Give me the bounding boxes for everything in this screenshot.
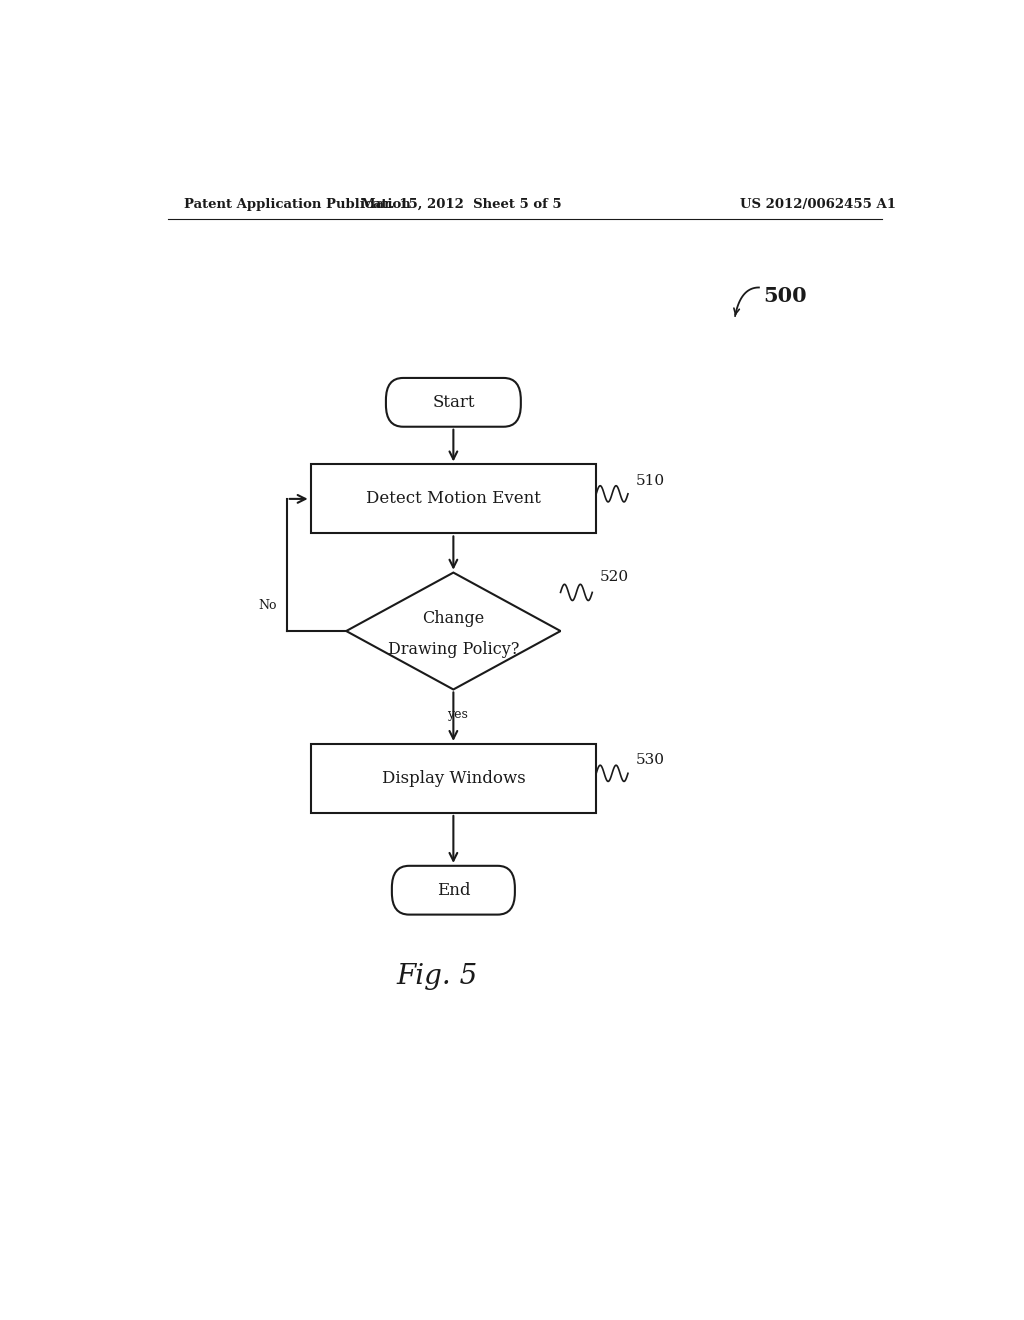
- Text: Detect Motion Event: Detect Motion Event: [366, 491, 541, 507]
- Text: 530: 530: [636, 754, 665, 767]
- Text: 500: 500: [763, 285, 807, 306]
- Text: Mar. 15, 2012  Sheet 5 of 5: Mar. 15, 2012 Sheet 5 of 5: [361, 198, 561, 211]
- Bar: [310, 465, 596, 533]
- Text: 520: 520: [600, 570, 630, 585]
- Text: 510: 510: [636, 474, 665, 487]
- Text: No: No: [259, 599, 278, 612]
- Text: US 2012/0062455 A1: US 2012/0062455 A1: [740, 198, 896, 211]
- Text: Change: Change: [422, 610, 484, 627]
- FancyBboxPatch shape: [392, 866, 515, 915]
- Text: Fig. 5: Fig. 5: [397, 964, 478, 990]
- Text: Start: Start: [432, 393, 475, 411]
- Text: Display Windows: Display Windows: [382, 770, 525, 787]
- Text: yes: yes: [446, 708, 468, 721]
- Polygon shape: [346, 573, 560, 689]
- Text: End: End: [436, 882, 470, 899]
- FancyBboxPatch shape: [386, 378, 521, 426]
- Bar: [310, 744, 596, 813]
- Text: Patent Application Publication: Patent Application Publication: [183, 198, 411, 211]
- Text: Drawing Policy?: Drawing Policy?: [388, 640, 519, 657]
